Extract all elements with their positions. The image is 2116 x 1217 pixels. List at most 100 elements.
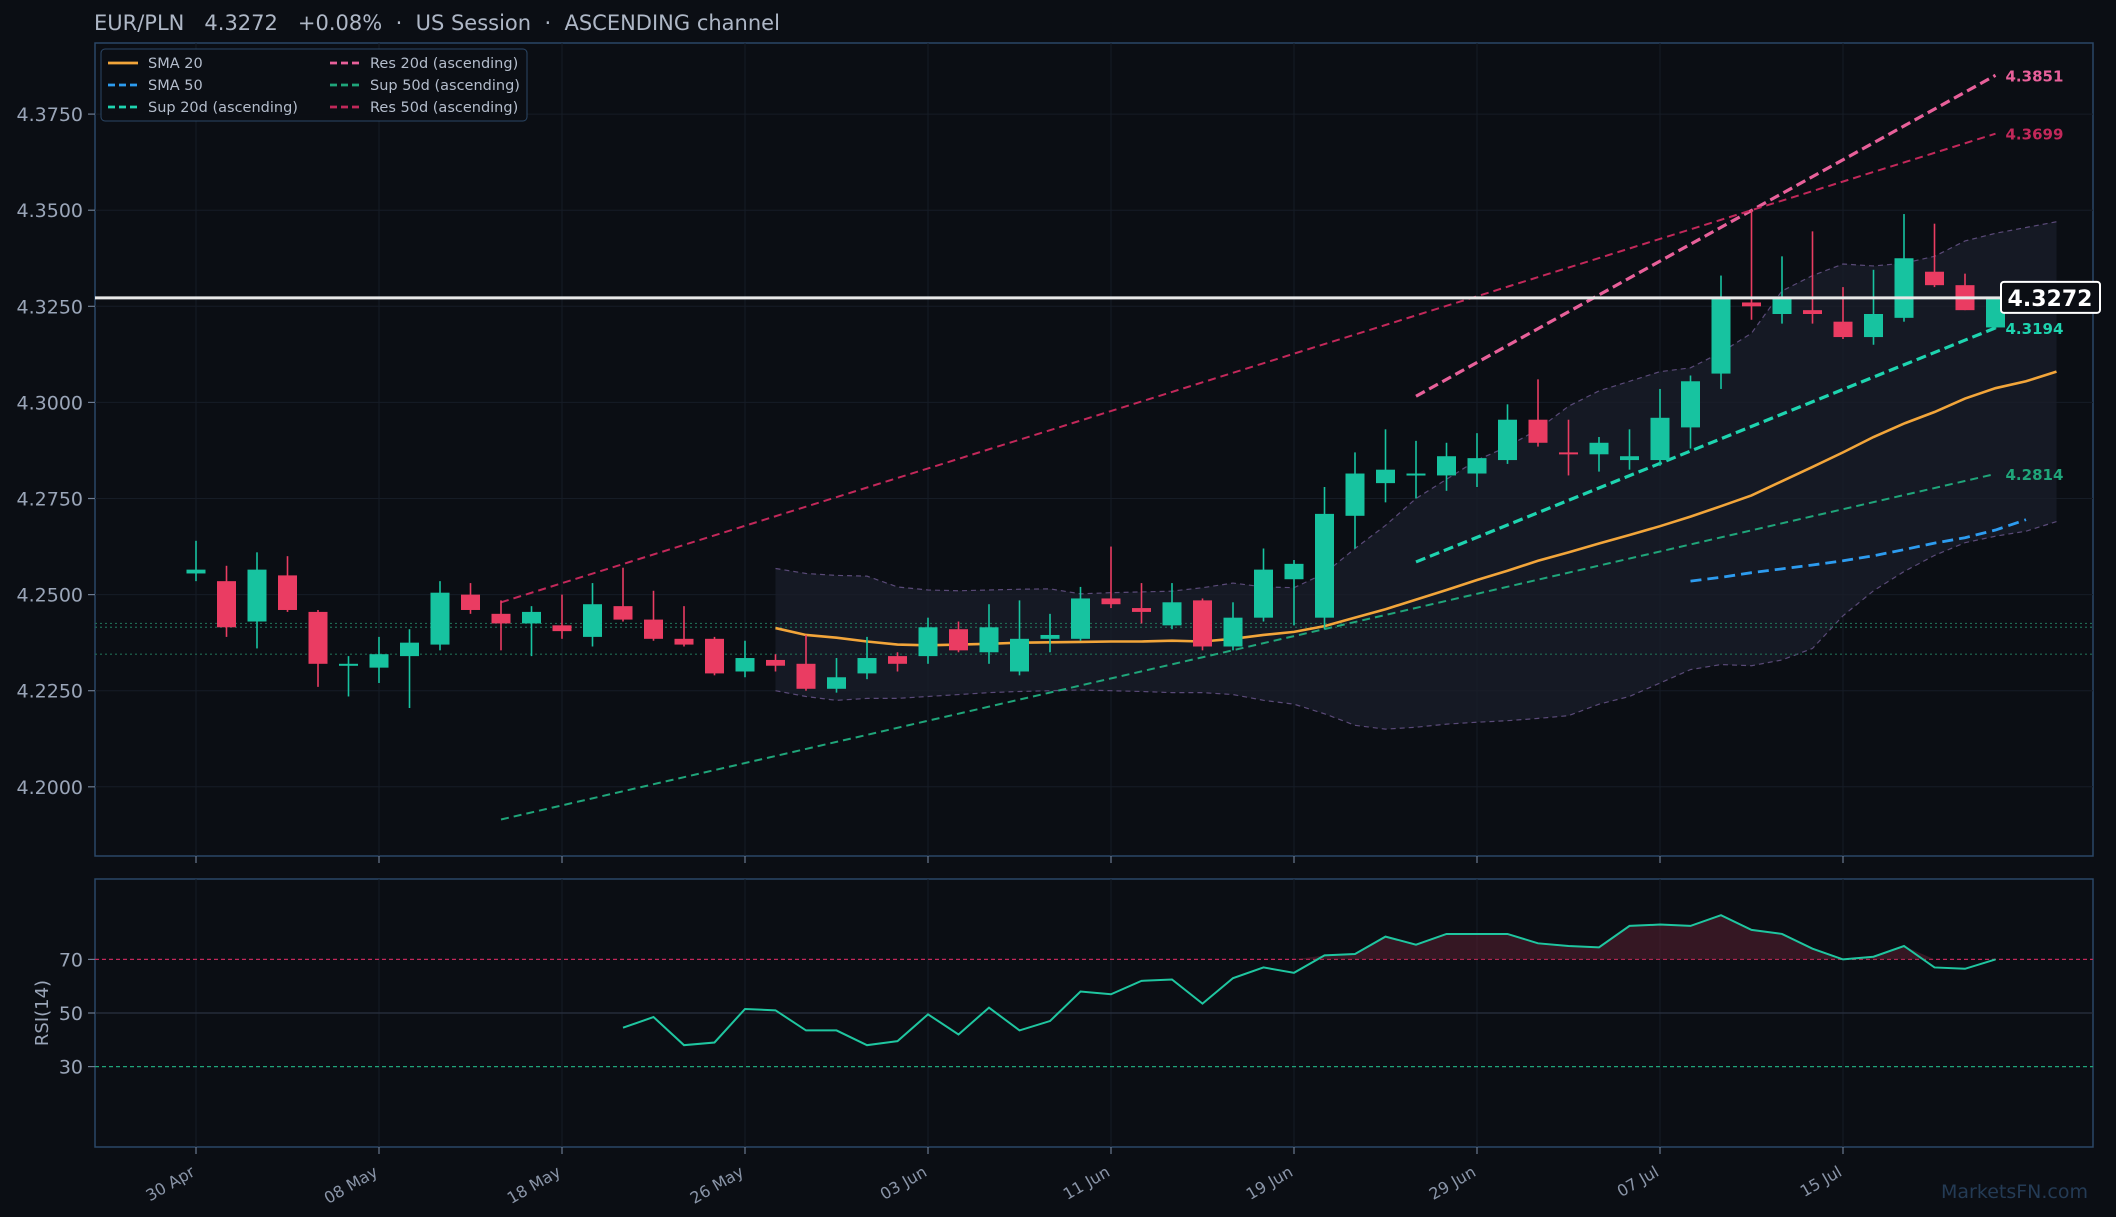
- rsi-y-tick-label: 70: [59, 949, 83, 971]
- y-tick-label: 4.3750: [17, 104, 83, 126]
- x-tick-label: 08 May: [321, 1162, 381, 1208]
- candle-body: [400, 642, 419, 657]
- candle-body: [1101, 598, 1121, 605]
- rsi-y-tick-label: 50: [59, 1003, 83, 1025]
- x-tick-label: 29 Jun: [1426, 1162, 1479, 1204]
- candle-body: [1071, 598, 1090, 639]
- rsi-overbought-fill: [1568, 946, 1599, 960]
- candle-body: [1772, 298, 1792, 314]
- candle-body: [1040, 634, 1060, 639]
- candle-body: [522, 611, 541, 624]
- candle-body: [644, 619, 663, 639]
- bollinger-upper: [775, 221, 2057, 595]
- candle-body: [1406, 473, 1426, 476]
- x-tick-label: 07 Jul: [1614, 1162, 1662, 1201]
- trendline: [500, 472, 1996, 821]
- candle-body: [1559, 452, 1578, 455]
- candle-body: [1132, 608, 1151, 612]
- rsi-overbought-fill: [1690, 915, 1721, 960]
- rsi-overbought-fill: [1294, 955, 1325, 960]
- rsi-panel: 30 50 70 RSI(14): [32, 914, 2093, 1079]
- last-price-marker: 4.3272: [95, 280, 2101, 314]
- y-tick-label: 4.2500: [17, 585, 83, 607]
- candle-body: [1803, 310, 1822, 314]
- rsi-axis-label: RSI(14): [32, 980, 53, 1046]
- rsi-overbought-fill: [1477, 933, 1508, 960]
- legend-label: Res 50d (ascending): [370, 100, 518, 116]
- candle-body: [1925, 271, 1944, 286]
- rsi-overbought-fill: [1629, 924, 1660, 960]
- candle-body: [1620, 456, 1639, 461]
- candle-body: [1864, 314, 1883, 338]
- candles: [186, 210, 2005, 709]
- x-tick-label: 15 Jul: [1797, 1162, 1845, 1201]
- rsi-overbought-fill: [1904, 946, 1935, 960]
- candle-body: [1681, 381, 1700, 428]
- candle-body: [1528, 419, 1548, 443]
- rsi-overbought-fill: [1751, 929, 1782, 960]
- candle-body: [979, 627, 999, 653]
- candle-body: [1894, 258, 1914, 318]
- candle-body: [583, 604, 602, 637]
- legend: SMA 20 SMA 50 Sup 20d (ascending) Res 20d (…: [100, 48, 528, 122]
- rsi-overbought-fill: [1355, 936, 1386, 960]
- candle-body: [735, 658, 755, 672]
- candle-body: [1223, 617, 1243, 647]
- candle-body: [1498, 419, 1517, 461]
- rsi-overbought-fill: [1385, 936, 1416, 960]
- x-tick-label: 30 Apr: [142, 1162, 198, 1205]
- bollinger-lower: [775, 521, 2057, 730]
- y-tick-label: 4.2000: [17, 777, 83, 799]
- sma50-line: [1690, 518, 2027, 583]
- candle-body: [1010, 638, 1029, 672]
- rsi-overbought-fill: [1446, 933, 1477, 960]
- candle-body: [217, 581, 236, 628]
- chart-title: EUR/PLN 4.3272 +0.08% · US Session · ASC…: [94, 11, 780, 35]
- candle-body: [186, 569, 206, 574]
- candle-body: [552, 625, 572, 632]
- trendline: [500, 132, 1996, 604]
- x-tick-label: 19 Jun: [1243, 1162, 1296, 1204]
- candle-body: [705, 638, 724, 674]
- candle-body: [1711, 296, 1731, 374]
- bollinger-band: [775, 221, 2057, 730]
- candle-body: [857, 658, 877, 674]
- candle-body: [1315, 513, 1334, 618]
- candle-body: [369, 654, 389, 668]
- candle-body: [1833, 321, 1853, 338]
- trendline-end-label: 4.3851: [2006, 67, 2064, 85]
- trendline: [1415, 73, 1997, 398]
- y-tick-label: 4.3000: [17, 392, 83, 414]
- y-tick-label: 4.2250: [17, 681, 83, 703]
- last-price-tag: [2000, 280, 2101, 314]
- y-axis: 4.2000 4.2250 4.2500 4.2750 4.3000 4.3250 4.35…: [17, 104, 95, 799]
- x-tick-label: 18 May: [504, 1162, 564, 1208]
- horizontal-levels: [95, 622, 2093, 655]
- candle-body: [278, 575, 297, 610]
- candle-body: [1345, 473, 1365, 516]
- y-tick-label: 4.3250: [17, 296, 83, 318]
- legend-label: Res 20d (ascending): [370, 56, 518, 72]
- candle-body: [339, 663, 358, 666]
- x-tick-label: 26 May: [687, 1162, 747, 1208]
- candle-body: [461, 594, 480, 610]
- rsi-overbought-fill: [1782, 933, 1813, 960]
- legend-label: Sup 20d (ascending): [148, 100, 298, 116]
- trendline-end-label: 4.3194: [2006, 320, 2064, 338]
- rsi-y-tick-label: 30: [59, 1057, 83, 1079]
- x-tick-label: 03 Jun: [877, 1162, 930, 1204]
- candle-body: [1467, 458, 1487, 474]
- grid: [95, 43, 2093, 1147]
- legend-label: SMA 20: [148, 56, 203, 72]
- candle-body: [1254, 569, 1273, 618]
- candle-body: [949, 629, 968, 651]
- candle-body: [888, 656, 907, 664]
- candle-body: [247, 569, 267, 622]
- candle-body: [308, 611, 328, 664]
- candle-body: [430, 592, 450, 645]
- y-tick-label: 4.3500: [17, 200, 83, 222]
- rsi-overbought-fill: [1660, 924, 1691, 960]
- rsi-overbought-fill: [1507, 933, 1538, 960]
- candle-body: [1742, 302, 1761, 307]
